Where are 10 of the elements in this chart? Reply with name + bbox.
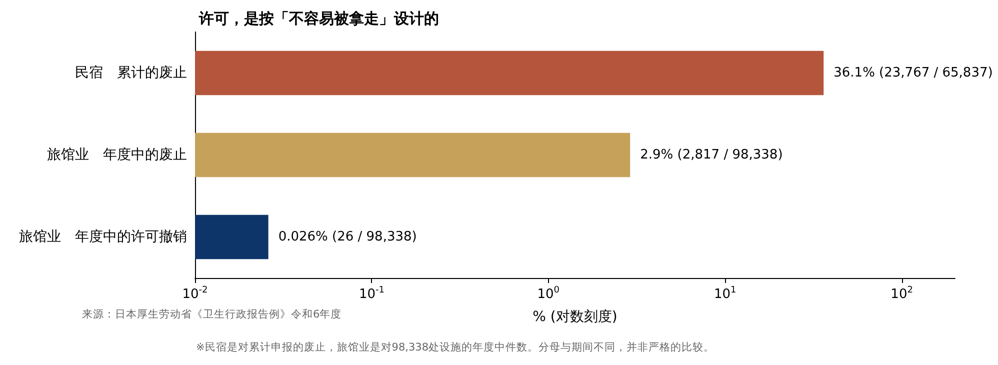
x-axis-title: % (对数刻度) xyxy=(532,309,618,325)
data-label: 36.1% (23,767 / 65,837) xyxy=(834,66,993,80)
data-label: 2.9% (2,817 / 98,338) xyxy=(640,148,783,162)
data-label: 0.026% (26 / 98,338) xyxy=(278,230,417,244)
y-tick-label: 旅馆业 年度中的废止 xyxy=(47,147,187,163)
y-tick-label: 民宿 累计的废止 xyxy=(75,65,187,81)
source-note: 来源：日本厚生劳动省《卫生行政报告例》令和6年度 xyxy=(82,308,342,320)
y-tick-label: 旅馆业 年度中的许可撤销 xyxy=(19,229,187,245)
text: ※民宿是对累计申报的废止，旅馆业是对98,338处设施的年度中件数。分母与期间不同，并非严格的比较。 xyxy=(196,340,715,354)
chart-title: 许可，是按「不容易被拿走」设计的 xyxy=(198,10,439,28)
